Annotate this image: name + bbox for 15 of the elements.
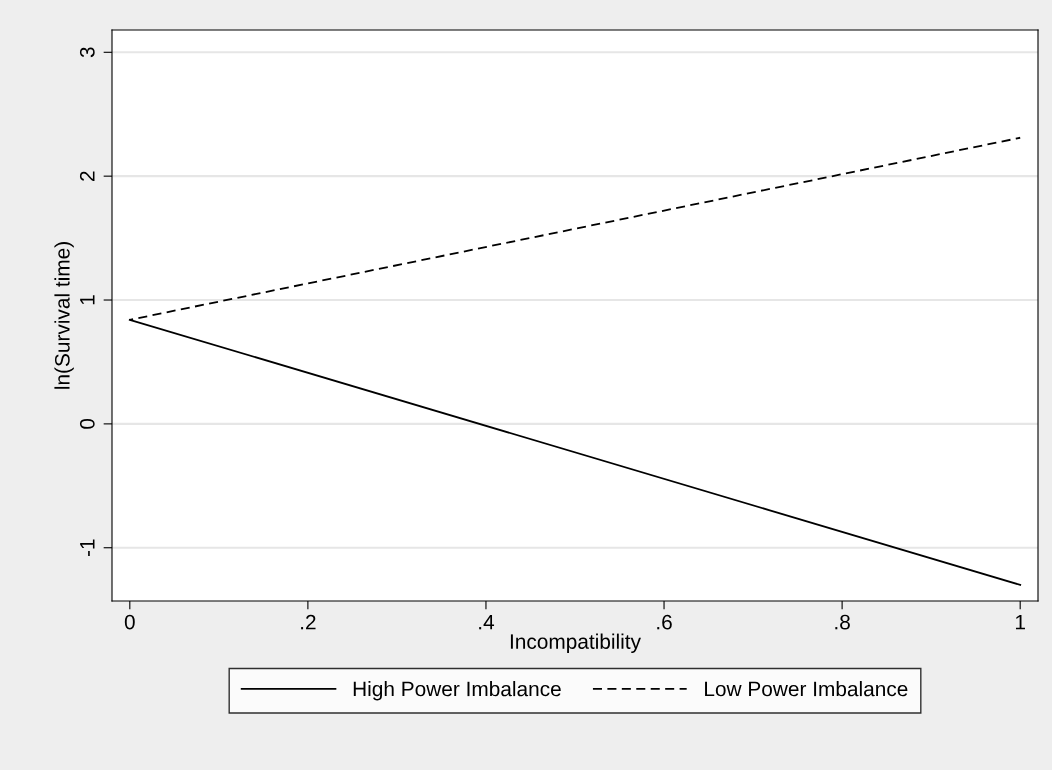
x-tick-label: .6 xyxy=(657,614,672,630)
x-tick-label: 0 xyxy=(124,614,135,630)
x-axis-title: Incompatibility xyxy=(510,633,641,654)
y-tick-label: 1 xyxy=(80,295,95,305)
y-tick-label: 3 xyxy=(79,47,95,58)
x-tick-label: .4 xyxy=(479,614,495,630)
legend-label: Low Power Imbalance xyxy=(705,681,908,697)
x-tick-label: .2 xyxy=(301,614,316,630)
y-tick-label: 0 xyxy=(79,418,95,429)
x-tick-label: 1 xyxy=(1015,614,1025,630)
legend-label: High Power Imbalance xyxy=(353,681,561,701)
y-tick-label: 2 xyxy=(79,171,95,181)
y-axis-title: ln(Survival time) xyxy=(54,242,74,389)
y-tick-label: -1 xyxy=(80,539,95,557)
x-tick-label: .8 xyxy=(835,614,850,630)
